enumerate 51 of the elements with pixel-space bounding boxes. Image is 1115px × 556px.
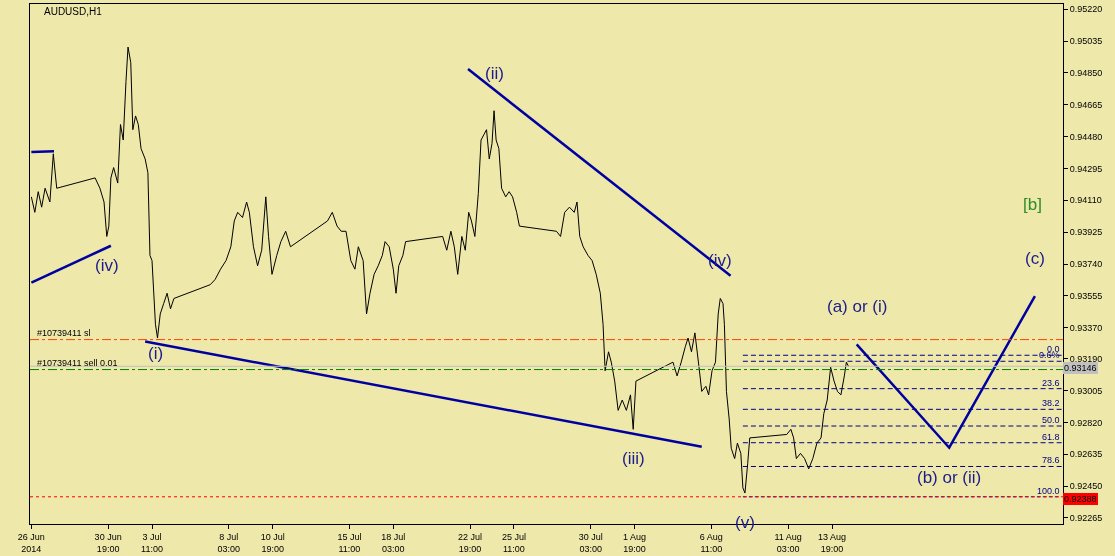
y-tick-label: 0.94295	[1069, 163, 1103, 174]
y-tick-label: 0.92635	[1069, 449, 1103, 460]
chart-title: AUDUSD,H1	[44, 6, 103, 18]
ref-line-label: #10739411 sl	[37, 328, 91, 338]
y-tick-label: 0.95035	[1069, 36, 1103, 47]
x-tick-label: 22 Jul 19:00	[458, 531, 483, 554]
y-tick-label: 0.94110	[1069, 195, 1102, 206]
annotation: (iv)	[95, 256, 119, 275]
x-tick-label: 15 Jul 11:00	[337, 531, 362, 554]
y-tick-label: 0.92265	[1069, 513, 1103, 524]
x-tick-label: 10 Jul 19:00	[260, 531, 285, 554]
ref-line-label: 0.93146	[1064, 363, 1097, 373]
x-tick-label: 13 Aug 19:00	[817, 531, 847, 554]
annotation: (b) or (ii)	[917, 468, 982, 487]
annotation: [b]	[1023, 195, 1042, 214]
y-tick-label: 0.94480	[1069, 131, 1103, 142]
x-tick-label: 26 Jun 2014	[17, 531, 45, 554]
series-label: 38.2	[1042, 398, 1060, 408]
annotation: (c)	[1025, 249, 1045, 268]
y-tick-label: 0.93190	[1069, 353, 1103, 364]
y-tick-label: 0.92820	[1069, 417, 1103, 428]
series-label: 78.6	[1042, 455, 1060, 465]
series-label: 61.8	[1042, 432, 1060, 442]
y-tick-label: 0.93740	[1069, 259, 1103, 270]
x-tick-label: 11 Aug 03:00	[774, 531, 802, 554]
series-label: 50.0	[1042, 415, 1060, 425]
series-label: 23.6	[1042, 378, 1060, 388]
x-tick-label: 25 Jul 11:00	[501, 531, 526, 554]
x-tick-label: 30 Jun 19:00	[94, 531, 122, 554]
annotation: (a) or (i)	[827, 297, 888, 316]
series-label: 100.0	[1037, 486, 1060, 496]
ref-line-label: 0.92388	[1064, 494, 1097, 504]
y-tick-label: 0.95220	[1069, 4, 1103, 15]
annotation: (ii)	[485, 64, 504, 83]
annotation: (iv)	[708, 251, 732, 270]
y-tick-label: 0.93370	[1069, 322, 1103, 333]
ref-line-label: #10739411 sell 0.01	[37, 358, 118, 368]
y-tick-label: 0.93925	[1069, 227, 1103, 238]
annotation: (i)	[148, 344, 164, 363]
y-tick-label: 0.93555	[1069, 291, 1103, 301]
y-tick-label: 0.92450	[1069, 481, 1103, 492]
annotation: (iii)	[622, 449, 645, 468]
y-tick-label: 0.94850	[1069, 68, 1103, 79]
x-tick-label: 18 Jul 03:00	[381, 531, 406, 554]
y-tick-label: 0.94665	[1069, 99, 1103, 110]
x-tick-label: 1 Aug 19:00	[623, 531, 647, 554]
x-tick-label: 3 Jul 11:00	[141, 531, 163, 554]
x-tick-label: 30 Jul 03:00	[578, 531, 603, 554]
x-tick-label: 6 Aug 11:00	[699, 531, 723, 554]
y-tick-label: 0.93005	[1069, 385, 1103, 396]
x-tick-label: 8 Jul 03:00	[217, 531, 241, 554]
